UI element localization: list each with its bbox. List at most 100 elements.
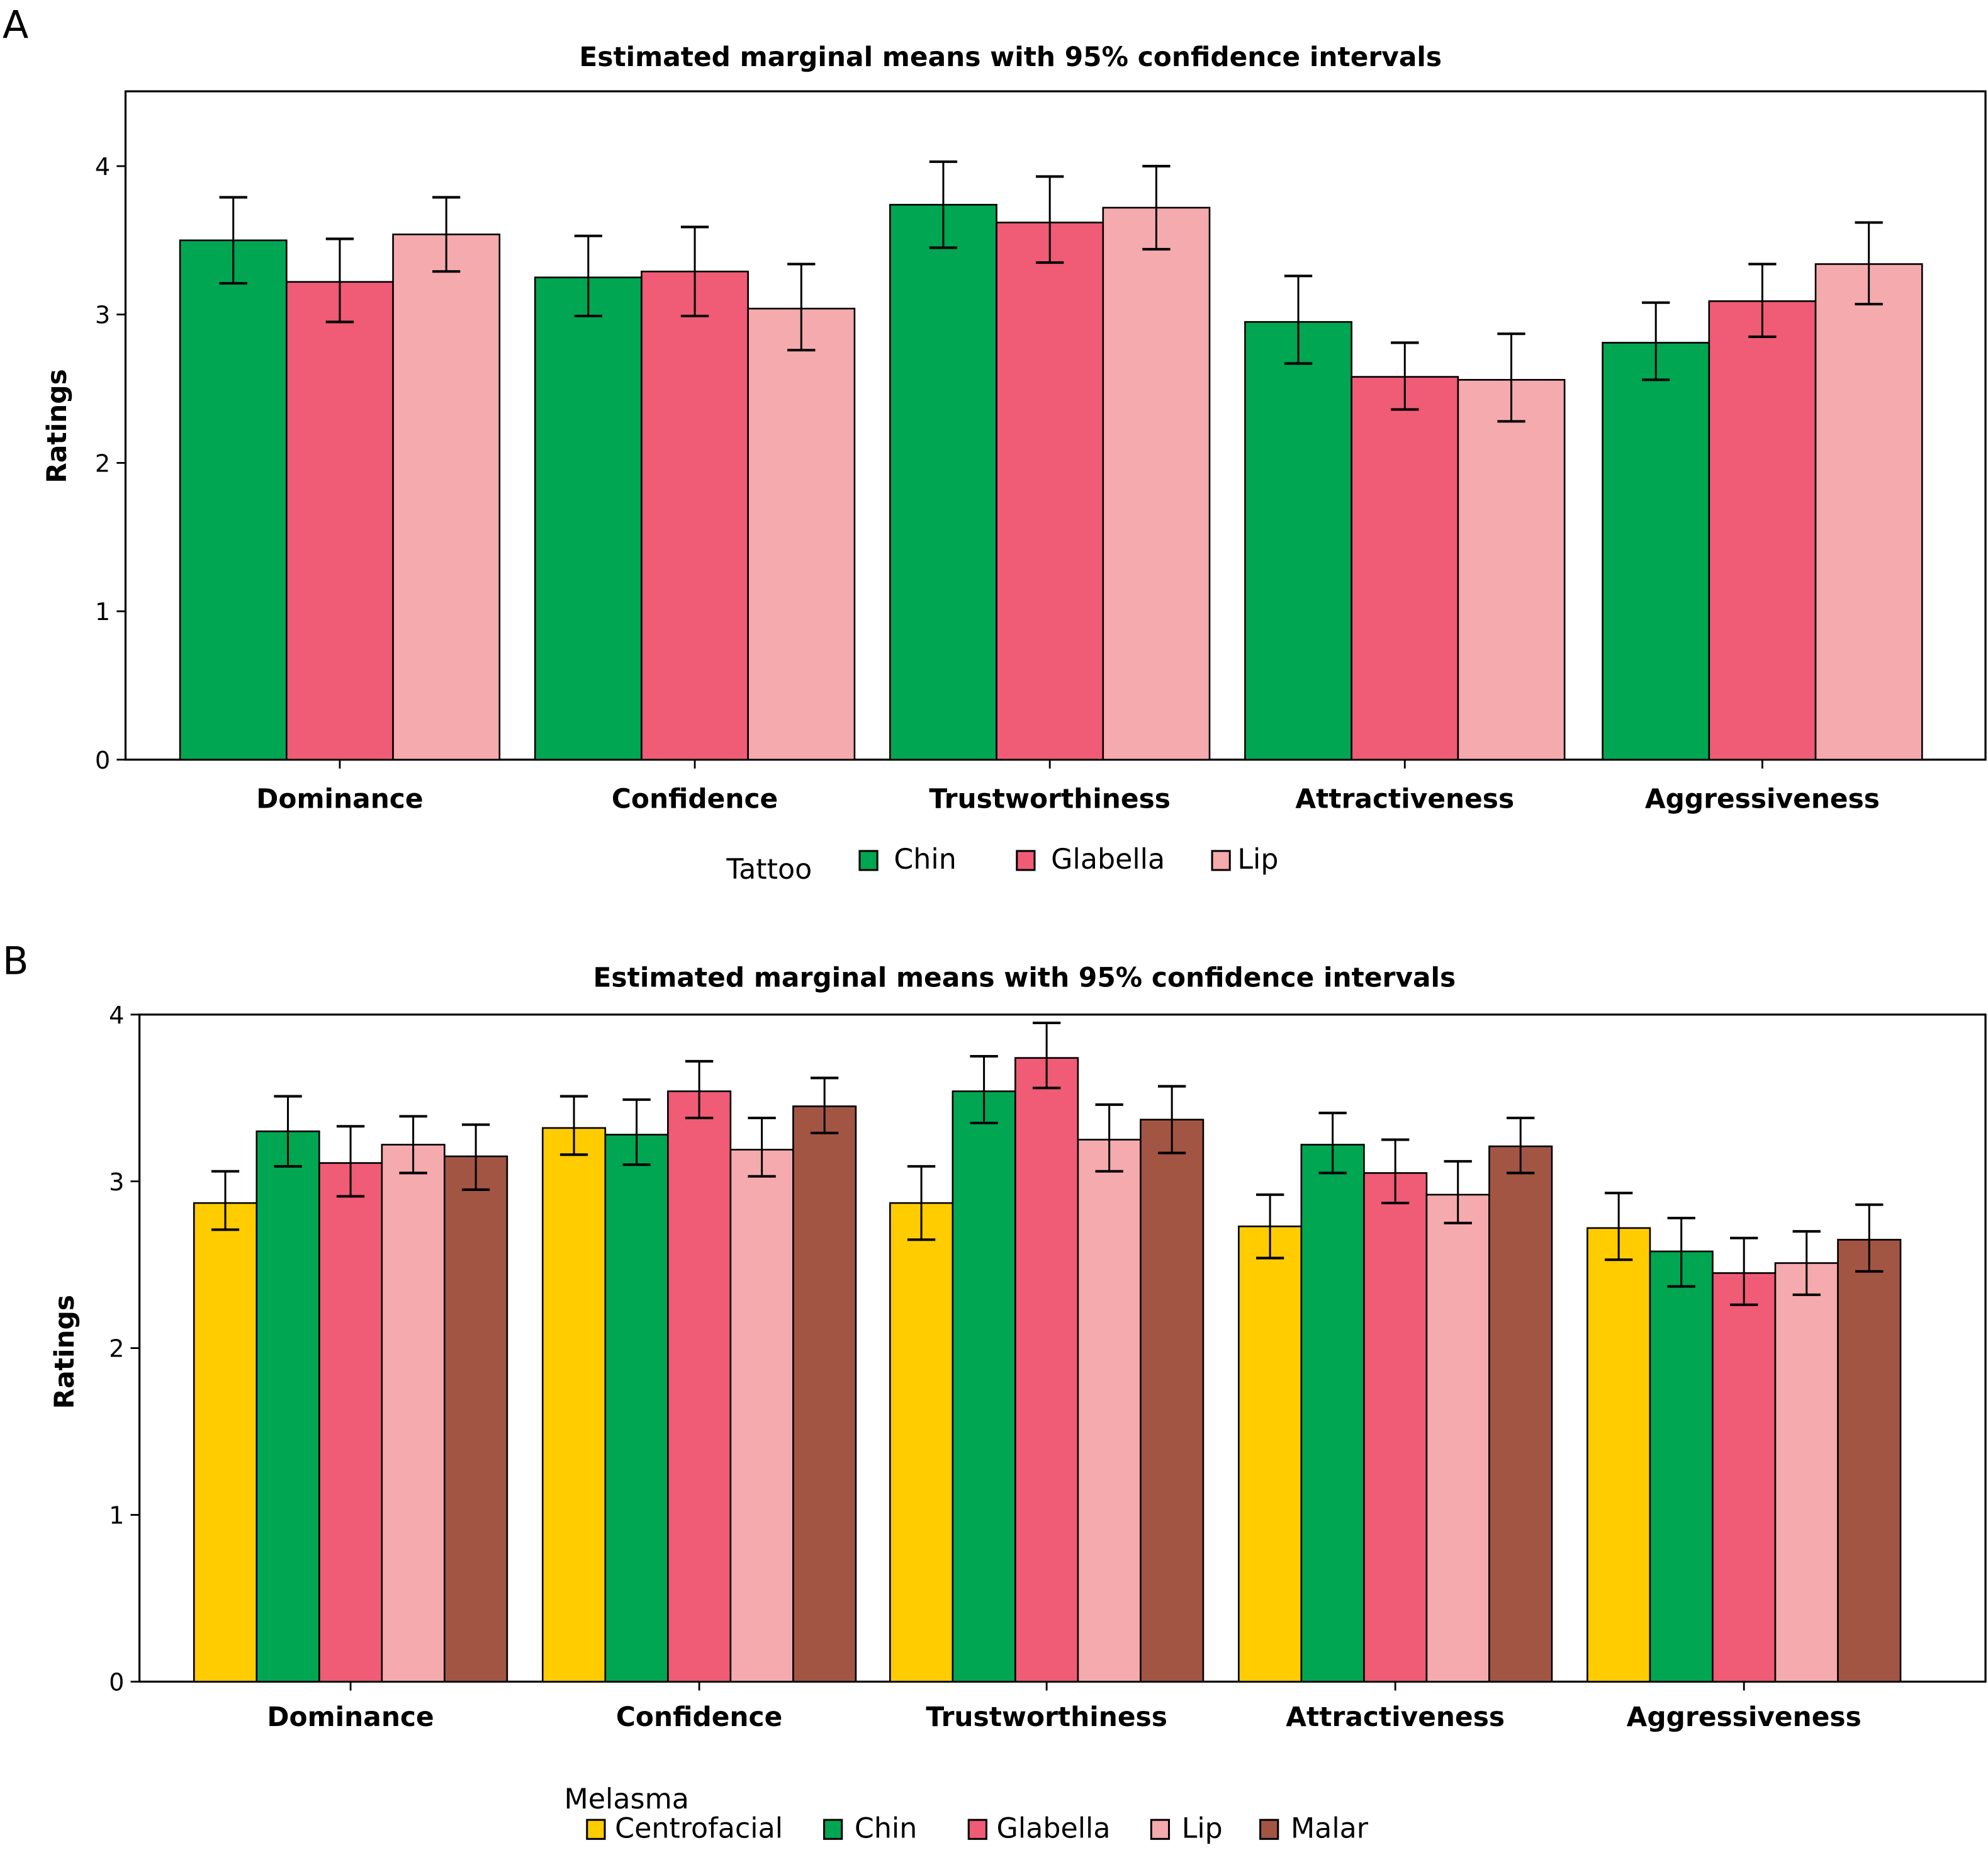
- panel-a-bars: [179, 160, 1923, 761]
- bar-chin-dominance: [256, 1130, 320, 1683]
- bar-lip-confidence: [747, 307, 856, 761]
- y-tick-label: 0: [95, 747, 110, 775]
- category-label-attractiveness: Attractiveness: [1295, 783, 1514, 814]
- error-bar-malar-confidence: [810, 1076, 839, 1134]
- y-tick-label: 3: [95, 302, 110, 330]
- panel-b-y-ticks: 0 1 2 3 4: [109, 1002, 140, 1697]
- legend-item-malar: Malar: [1259, 1812, 1369, 1844]
- panel-b-legend: Melasma Centrofacial Chin Glabella Lip Malar: [564, 1783, 1369, 1844]
- panel-a-category-labels: Dominance Confidence Trustworthiness Attrac…: [256, 759, 1880, 814]
- bar-lip-confidence: [729, 1149, 794, 1683]
- error-bar-malar-aggressiveness: [1855, 1203, 1884, 1273]
- error-bar-chin-trustworthiness: [970, 1054, 998, 1124]
- error-bar-glabella-attractiveness: [1381, 1138, 1410, 1205]
- bar-glabella-attractiveness: [1363, 1172, 1428, 1683]
- legend-swatch: [823, 1819, 843, 1840]
- error-bar-lip-aggressiveness: [1855, 221, 1883, 306]
- bar-lip-dominance: [392, 234, 501, 761]
- panel-a-letter: A: [3, 3, 28, 47]
- error-bar-glabella-confidence: [685, 1059, 714, 1120]
- bar-centrofacial-attractiveness: [1238, 1225, 1303, 1683]
- error-bar-glabella-confidence: [680, 225, 709, 318]
- error-bar-lip-trustworthiness: [1142, 164, 1171, 251]
- panel-b: B Estimated marginal means with 95% conf…: [3, 939, 1987, 1844]
- bar-malar-dominance: [444, 1155, 508, 1683]
- y-tick-label: 1: [109, 1502, 124, 1530]
- bar-glabella-confidence: [667, 1090, 732, 1683]
- legend-label: Lip: [1237, 844, 1278, 876]
- bar-chin-confidence: [534, 276, 643, 761]
- error-bar-lip-confidence: [787, 262, 816, 352]
- bar-chin-trustworthiness: [889, 203, 997, 761]
- y-tick-label: 2: [95, 449, 110, 478]
- error-bar-chin-dominance: [274, 1095, 302, 1168]
- error-bar-malar-trustworthiness: [1158, 1085, 1186, 1154]
- bar-lip-aggressiveness: [1814, 263, 1923, 761]
- y-tick-label: 4: [95, 153, 110, 181]
- legend-item-centrofacial: Centrofacial: [586, 1812, 783, 1844]
- y-tick-label: 4: [109, 1002, 124, 1030]
- error-bar-glabella-dominance: [325, 237, 354, 324]
- y-tick-label: 1: [95, 598, 110, 626]
- category-label-attractiveness: Attractiveness: [1286, 1701, 1505, 1732]
- bar-chin-attractiveness: [1244, 321, 1352, 761]
- category-label-dominance: Dominance: [256, 783, 423, 814]
- error-bar-glabella-aggressiveness: [1730, 1236, 1758, 1306]
- category-label-aggressiveness: Aggressiveness: [1627, 1701, 1862, 1732]
- legend-swatch: [1150, 1819, 1171, 1840]
- error-bar-malar-dominance: [461, 1123, 490, 1191]
- legend-item-lip: Lip: [1150, 1812, 1223, 1844]
- bar-chin-attractiveness: [1300, 1144, 1365, 1683]
- bar-centrofacial-confidence: [541, 1127, 607, 1683]
- error-bar-glabella-aggressiveness: [1748, 262, 1777, 339]
- panel-a-y-axis-label: Ratings: [42, 369, 72, 483]
- error-bar-centrofacial-confidence: [559, 1095, 588, 1156]
- error-bar-centrofacial-aggressiveness: [1605, 1192, 1633, 1261]
- panel-b-legend-title: Melasma: [564, 1783, 689, 1815]
- panel-b-y-axis-label: Ratings: [49, 1295, 80, 1409]
- error-bar-chin-dominance: [219, 196, 247, 285]
- bar-chin-dominance: [179, 239, 288, 761]
- bar-malar-trustworthiness: [1140, 1119, 1205, 1683]
- legend-item-lip: Lip: [1211, 844, 1278, 876]
- bar-chin-confidence: [604, 1134, 669, 1683]
- bar-glabella-trustworthiness: [996, 222, 1104, 761]
- legend-item-chin: Chin: [858, 844, 957, 876]
- legend-label: Malar: [1291, 1812, 1369, 1844]
- category-label-confidence: Confidence: [612, 783, 778, 814]
- bar-glabella-dominance: [286, 281, 394, 761]
- legend-item-chin: Chin: [823, 1812, 917, 1844]
- error-bar-centrofacial-trustworthiness: [907, 1165, 936, 1241]
- legend-item-glabella: Glabella: [967, 1812, 1111, 1844]
- panel-a: A Estimated marginal means with 95% conf…: [3, 3, 1987, 886]
- error-bar-lip-confidence: [748, 1117, 776, 1178]
- error-bar-glabella-trustworthiness: [1036, 175, 1064, 264]
- error-bar-chin-attractiveness: [1318, 1112, 1347, 1175]
- legend-swatch: [858, 850, 879, 871]
- panel-a-legend-title: Tattoo: [726, 854, 812, 886]
- bar-lip-trustworthiness: [1102, 206, 1211, 761]
- category-label-trustworthiness: Trustworthiness: [926, 1701, 1167, 1732]
- bar-glabella-dominance: [318, 1162, 383, 1683]
- legend-item-glabella: Glabella: [1016, 844, 1165, 876]
- error-bar-lip-aggressiveness: [1792, 1230, 1821, 1296]
- error-bar-centrofacial-attractiveness: [1255, 1193, 1284, 1260]
- bar-malar-attractiveness: [1488, 1145, 1553, 1683]
- panel-b-category-labels: Dominance Confidence Trustworthiness Attrac…: [267, 1681, 1862, 1732]
- bar-centrofacial-dominance: [193, 1202, 258, 1683]
- category-label-confidence: Confidence: [616, 1701, 782, 1732]
- bar-lip-aggressiveness: [1774, 1262, 1839, 1683]
- bar-glabella-attractiveness: [1351, 376, 1459, 761]
- bar-centrofacial-aggressiveness: [1586, 1227, 1651, 1683]
- bar-glabella-confidence: [641, 270, 749, 761]
- error-bar-chin-confidence: [574, 234, 602, 318]
- legend-label: Chin: [894, 844, 956, 876]
- bar-glabella-trustworthiness: [1014, 1057, 1079, 1683]
- error-bar-chin-confidence: [622, 1098, 651, 1166]
- error-bar-lip-attractiveness: [1497, 332, 1525, 423]
- legend-label: Glabella: [1051, 844, 1165, 876]
- bar-lip-trustworthiness: [1077, 1139, 1142, 1683]
- legend-swatch: [967, 1819, 987, 1840]
